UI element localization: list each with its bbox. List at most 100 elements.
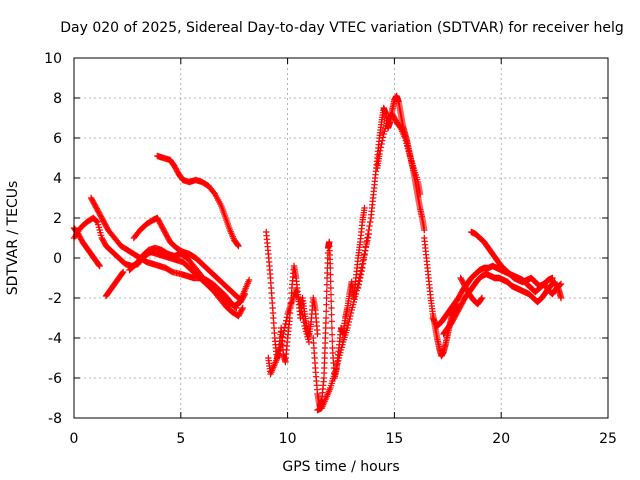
data-point	[362, 247, 369, 254]
data-point	[378, 140, 385, 148]
y-tick-label: 0	[53, 251, 62, 267]
y-tick-labels: -8 -6 -4 -2 0 2 4 6 8 10	[44, 51, 62, 427]
data-point	[322, 314, 330, 322]
data-point	[366, 222, 373, 230]
data-point	[323, 308, 330, 315]
x-tick-label: 25	[599, 431, 617, 447]
data-point	[281, 324, 288, 331]
data-point	[557, 294, 565, 302]
data-point	[93, 218, 100, 225]
data-point	[347, 312, 354, 320]
data-point	[95, 261, 103, 269]
y-axis-label: SDTVAR / TECUs	[5, 181, 21, 296]
data-point	[344, 321, 352, 329]
x-tick-label: 10	[279, 431, 297, 447]
data-point	[119, 269, 126, 277]
data-point	[416, 190, 424, 198]
data-point	[298, 308, 306, 315]
data-point	[379, 137, 386, 144]
series-arc-14	[421, 234, 460, 360]
data-point	[344, 324, 351, 332]
data-point	[421, 226, 428, 234]
data-point	[280, 330, 287, 338]
data-point	[362, 243, 370, 250]
data-point	[359, 260, 367, 267]
axis-ticks	[73, 57, 609, 419]
data-point	[276, 347, 283, 354]
y-tick-label: 4	[53, 171, 62, 187]
x-tick-label: 0	[70, 431, 79, 447]
y-tick-label: 2	[53, 211, 62, 227]
data-point	[280, 327, 288, 334]
data-point	[557, 280, 565, 288]
series-arc-8	[263, 228, 321, 366]
x-tick-label: 20	[492, 431, 510, 447]
series-arc-10	[310, 204, 368, 410]
data-point	[357, 274, 364, 282]
data-point	[239, 304, 246, 312]
data-point	[275, 350, 283, 358]
data-point	[327, 278, 334, 285]
data-point	[323, 281, 331, 288]
data-point	[282, 320, 289, 328]
x-tick-label: 5	[176, 431, 185, 447]
data-point	[327, 284, 335, 292]
data-point	[277, 340, 285, 348]
series-arc-7	[154, 152, 242, 250]
series-arc-6	[126, 244, 246, 320]
series-arc-9	[265, 286, 313, 378]
y-tick-label: 8	[53, 91, 62, 107]
data-point	[245, 276, 253, 284]
data-point	[328, 324, 336, 332]
data-point	[278, 337, 286, 344]
series-arc-16	[440, 270, 565, 338]
data-point	[119, 268, 127, 276]
data-point	[234, 241, 241, 249]
data-point	[277, 344, 284, 351]
data-point	[327, 291, 335, 298]
x-axis-label: GPS time / hours	[282, 459, 399, 475]
data-point	[364, 234, 371, 242]
data-point	[300, 319, 308, 326]
data-point	[300, 315, 307, 322]
data-point	[96, 262, 103, 270]
data-point	[364, 230, 372, 238]
data-point	[354, 284, 362, 292]
y-tick-label: -2	[48, 291, 62, 307]
data-point	[377, 144, 385, 151]
series-arc-4	[102, 268, 127, 300]
x-tick-labels: 0 5 10 15 20 25	[70, 431, 617, 447]
data-point	[282, 317, 290, 324]
data-point	[92, 217, 100, 224]
series-arc-5	[130, 214, 253, 304]
y-tick-label: -8	[48, 411, 62, 427]
data-point	[355, 281, 362, 288]
data-point	[358, 268, 365, 275]
data-point	[361, 251, 368, 259]
data-point	[549, 274, 556, 282]
data-point	[328, 318, 335, 325]
data-point	[366, 218, 374, 226]
data-point	[299, 311, 306, 319]
data-point	[323, 301, 330, 308]
y-tick-label: -6	[48, 371, 62, 387]
data-point	[297, 300, 304, 308]
data-point	[478, 295, 485, 303]
data-point	[376, 147, 384, 154]
series-arc-17	[457, 274, 486, 308]
data-point	[379, 134, 387, 141]
data-point	[232, 304, 239, 311]
data-point	[235, 242, 242, 250]
series-arc-13	[374, 110, 424, 198]
data-point	[346, 315, 353, 323]
data-point	[328, 331, 336, 338]
data-point	[327, 264, 334, 272]
data-point	[478, 294, 486, 302]
data-point	[323, 288, 330, 295]
y-tick-label: -4	[48, 331, 62, 347]
data-point	[314, 330, 321, 338]
plot-frame	[73, 57, 609, 419]
data-point	[283, 314, 291, 321]
data-point	[327, 271, 334, 278]
